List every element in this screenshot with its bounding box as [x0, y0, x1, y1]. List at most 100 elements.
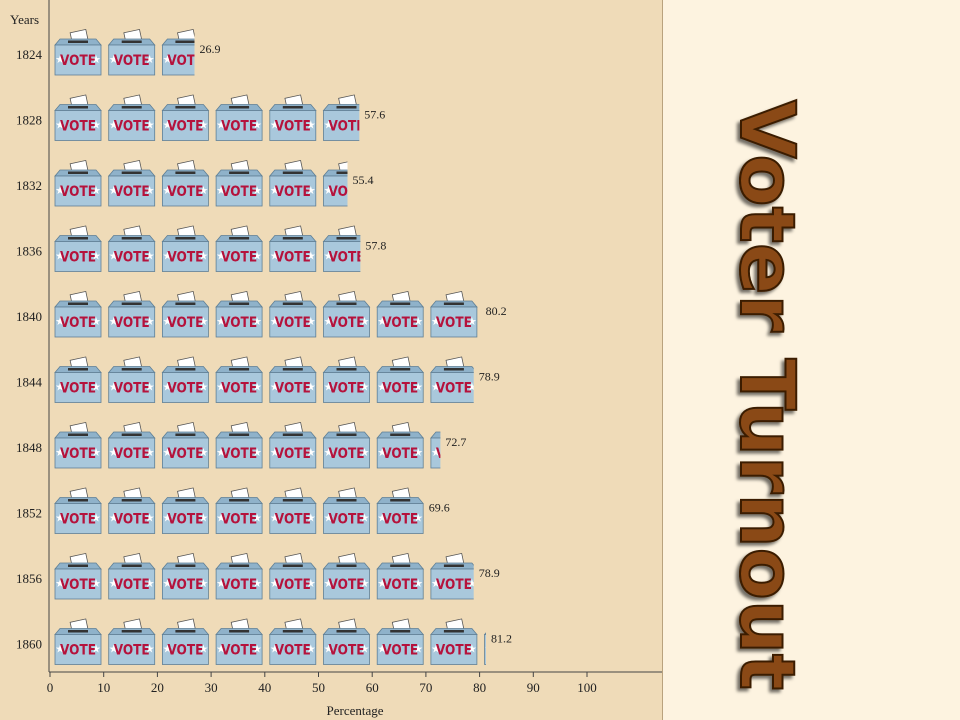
y-tick-label: 1848: [16, 440, 42, 455]
svg-text:★: ★: [91, 315, 101, 328]
svg-text:★: ★: [198, 643, 208, 656]
svg-text:★: ★: [216, 119, 226, 132]
svg-text:VOTE: VOTE: [114, 381, 150, 397]
y-tick-label: 1860: [16, 637, 42, 652]
svg-text:★: ★: [360, 512, 370, 525]
svg-text:VOTE: VOTE: [329, 577, 365, 593]
svg-text:VOTE: VOTE: [167, 381, 203, 397]
svg-text:★: ★: [252, 315, 262, 328]
value-label: 81.2: [491, 632, 512, 646]
x-tick-label: 30: [205, 680, 218, 695]
svg-text:VOTE: VOTE: [275, 315, 311, 331]
bar-1824: ★ ★VOTE ★ ★VOTE ★ ★VOTE: [54, 28, 195, 76]
svg-text:★: ★: [109, 643, 119, 656]
svg-text:VOTE: VOTE: [167, 512, 203, 528]
svg-text:★: ★: [306, 643, 316, 656]
svg-text:★: ★: [109, 119, 119, 132]
side-title: Voter Turnout: [723, 100, 812, 691]
svg-text:VOTE: VOTE: [329, 250, 365, 266]
svg-text:★: ★: [198, 381, 208, 394]
svg-text:★: ★: [270, 250, 280, 263]
svg-text:VOTE: VOTE: [221, 184, 257, 200]
value-label: 69.6: [429, 501, 450, 515]
svg-text:★: ★: [252, 119, 262, 132]
bar-1848: ★ ★VOTE ★ ★VOTE ★ ★VOTE ★ ★VOTE ★ ★VOTE ★ ★VOTE ★ ★VO…: [54, 421, 477, 469]
svg-text:VOTE: VOTE: [275, 184, 311, 200]
y-tick-label: 1828: [16, 113, 42, 128]
x-tick-label: 80: [473, 680, 486, 695]
svg-text:★: ★: [431, 315, 441, 328]
svg-text:VOTE: VOTE: [60, 184, 96, 200]
svg-text:★: ★: [55, 577, 65, 590]
svg-text:★: ★: [91, 512, 101, 525]
svg-text:★: ★: [270, 119, 280, 132]
svg-text:★: ★: [145, 315, 155, 328]
svg-text:★: ★: [162, 315, 172, 328]
svg-text:★: ★: [360, 250, 370, 263]
value-label: 80.2: [486, 304, 507, 318]
svg-text:★: ★: [162, 643, 172, 656]
svg-text:★: ★: [467, 577, 477, 590]
svg-text:★: ★: [55, 53, 65, 66]
svg-text:★: ★: [270, 315, 280, 328]
svg-text:★: ★: [270, 643, 280, 656]
svg-text:★: ★: [521, 643, 531, 656]
svg-text:★: ★: [91, 577, 101, 590]
svg-text:VOTE: VOTE: [167, 184, 203, 200]
svg-text:★: ★: [252, 577, 262, 590]
svg-text:VOTE: VOTE: [382, 446, 418, 462]
side-title-panel: Voter Turnout: [662, 0, 960, 720]
svg-text:★: ★: [162, 446, 172, 459]
svg-text:★: ★: [324, 643, 334, 656]
y-tick-label: 1844: [16, 375, 43, 390]
svg-text:★: ★: [485, 643, 495, 656]
svg-text:★: ★: [377, 381, 387, 394]
svg-text:★: ★: [216, 643, 226, 656]
svg-text:★: ★: [413, 446, 423, 459]
bar-1828: ★ ★VOTE ★ ★VOTE ★ ★VOTE ★ ★VOTE ★ ★VOTE ★ ★VOTE: [54, 94, 365, 141]
y-tick-label: 1852: [16, 506, 42, 521]
svg-text:VOTE: VOTE: [275, 512, 311, 528]
svg-text:★: ★: [306, 250, 316, 263]
value-label: 55.4: [352, 173, 373, 187]
svg-text:★: ★: [198, 512, 208, 525]
svg-text:★: ★: [198, 315, 208, 328]
value-label: 26.9: [199, 42, 220, 56]
svg-text:★: ★: [216, 250, 226, 263]
svg-text:★: ★: [270, 512, 280, 525]
value-label: 78.9: [479, 566, 500, 580]
svg-text:★: ★: [55, 119, 65, 132]
svg-text:★: ★: [91, 119, 101, 132]
svg-text:★: ★: [413, 577, 423, 590]
svg-text:VOTE: VOTE: [275, 119, 311, 135]
svg-text:VOTE: VOTE: [114, 53, 150, 69]
svg-text:★: ★: [377, 577, 387, 590]
svg-text:★: ★: [324, 577, 334, 590]
svg-text:★: ★: [91, 184, 101, 197]
svg-text:★: ★: [360, 446, 370, 459]
svg-text:VOTE: VOTE: [167, 643, 203, 659]
svg-text:★: ★: [145, 643, 155, 656]
svg-text:★: ★: [252, 184, 262, 197]
svg-text:★: ★: [306, 446, 316, 459]
svg-text:★: ★: [198, 446, 208, 459]
svg-text:VOTE: VOTE: [167, 119, 203, 135]
svg-text:VOTE: VOTE: [275, 250, 311, 266]
svg-text:★: ★: [413, 381, 423, 394]
svg-text:★: ★: [360, 643, 370, 656]
svg-text:★: ★: [55, 250, 65, 263]
svg-text:★: ★: [162, 184, 172, 197]
svg-text:★: ★: [467, 446, 477, 459]
svg-text:★: ★: [324, 381, 334, 394]
svg-text:★: ★: [216, 577, 226, 590]
svg-text:★: ★: [216, 315, 226, 328]
svg-text:★: ★: [55, 446, 65, 459]
svg-text:★: ★: [306, 119, 316, 132]
svg-text:★: ★: [109, 315, 119, 328]
svg-text:★: ★: [324, 315, 334, 328]
svg-text:VOTE: VOTE: [329, 119, 365, 135]
svg-text:VOTE: VOTE: [114, 446, 150, 462]
y-tick-label: 1832: [16, 178, 42, 193]
svg-text:VOTE: VOTE: [382, 577, 418, 593]
svg-text:VOTE: VOTE: [329, 643, 365, 659]
